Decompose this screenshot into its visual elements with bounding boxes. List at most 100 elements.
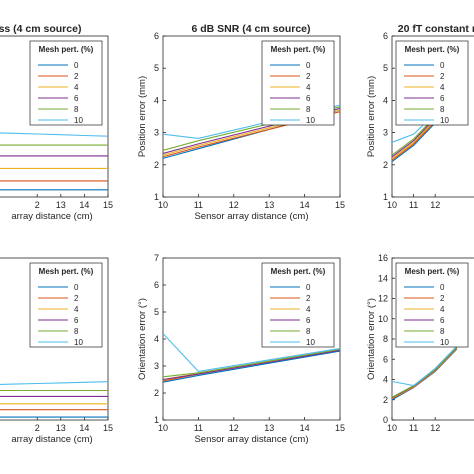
legend-entry: 4: [440, 83, 445, 92]
series-line-10: [0, 132, 108, 137]
legend-entry: 6: [440, 94, 445, 103]
x-tick-label: 12: [229, 423, 239, 433]
legend-entry: 4: [440, 305, 445, 314]
x-tick-label: 12: [229, 200, 239, 210]
x-tick-label: 13: [264, 423, 274, 433]
y-axis-label: Position error (mm): [137, 76, 148, 157]
series-line-10: [392, 345, 458, 387]
x-tick-label: 14: [300, 423, 310, 433]
x-tick-label: 11: [409, 423, 418, 433]
legend-title: Mesh pert. (%): [271, 267, 326, 276]
legend-entry: 0: [74, 283, 79, 292]
panel-1: ss (4 cm source) 2 13 14 15 array distance (c…: [0, 23, 113, 222]
legend-entry: 0: [440, 283, 445, 292]
x-tick-label: 14: [79, 200, 89, 210]
legend-entry: 4: [74, 83, 79, 92]
y-tick-label: 2: [383, 160, 388, 170]
panel-title: 6 dB SNR (4 cm source): [191, 23, 310, 35]
y-axis-label: Orientation error (°): [137, 298, 148, 380]
legend-entry: 0: [306, 283, 311, 292]
legend-entry: 6: [74, 94, 79, 103]
legend-entry: 2: [440, 294, 445, 303]
y-tick-label: 5: [154, 307, 159, 317]
legend-entry: 8: [440, 327, 445, 336]
x-tick-label: 12: [430, 423, 440, 433]
y-tick-label: 3: [154, 361, 159, 371]
legend-entry: 2: [440, 72, 445, 81]
legend-entry: 4: [306, 305, 311, 314]
x-tick-label: 12: [430, 200, 440, 210]
x-tick-label: 14: [79, 423, 89, 433]
y-tick-label: 6: [154, 31, 159, 41]
y-tick-label: 0: [383, 415, 388, 425]
y-tick-label: 1: [154, 192, 159, 202]
y-tick-label: 2: [154, 388, 159, 398]
x-tick-label: 15: [103, 423, 113, 433]
legend: Mesh pert. (%) 0 2 4 6 8 10: [29, 262, 103, 348]
legend-entry: 10: [74, 116, 83, 125]
x-tick-label: 15: [103, 200, 113, 210]
x-tick-label: 10: [387, 423, 397, 433]
y-tick-label: 12: [378, 294, 388, 304]
legend: Mesh pert. (%) 0 2 4 6 8 10: [261, 262, 335, 348]
y-tick-label: 4: [383, 375, 388, 385]
series-group: [163, 333, 340, 383]
legend-entry: 2: [306, 294, 311, 303]
series-line-0: [163, 350, 340, 383]
y-tick-label: 8: [383, 334, 388, 344]
series-line-6: [163, 349, 340, 381]
x-tick-label: 2: [35, 423, 40, 433]
y-axis-label: Position error (mm): [366, 76, 377, 157]
legend-entry: 10: [440, 116, 449, 125]
legend-entry: 8: [440, 105, 445, 114]
x-tick-label: 10: [158, 423, 168, 433]
legend-title: Mesh pert. (%): [39, 45, 94, 54]
legend-entry: 10: [306, 116, 315, 125]
panel-4: 2 13 14 15 array distance (cm) Mesh pert. (%)…: [0, 257, 113, 445]
legend-entry: 10: [440, 338, 449, 347]
panel-2: 6 dB SNR (4 cm source)10 11 12 13 14 15123456…: [137, 23, 345, 222]
legend-title: Mesh pert. (%): [405, 267, 460, 276]
y-tick-label: 3: [383, 128, 388, 138]
legend: Mesh pert. (%) 0 2 4 6 8 10: [395, 262, 469, 348]
x-tick-label: 13: [56, 200, 66, 210]
x-tick-label: 15: [335, 200, 345, 210]
y-tick-label: 5: [383, 63, 388, 73]
legend-title: Mesh pert. (%): [271, 45, 326, 54]
legend-entry: 0: [306, 61, 311, 70]
legend: Mesh pert. (%) 0 2 4 6 8 10: [395, 40, 469, 126]
x-tick-label: 11: [194, 423, 203, 433]
y-tick-label: 2: [383, 395, 388, 405]
x-tick-label: 13: [264, 200, 274, 210]
y-tick-label: 4: [154, 334, 159, 344]
legend-entry: 10: [74, 338, 83, 347]
y-tick-label: 4: [154, 95, 159, 105]
legend-entry: 6: [306, 316, 311, 325]
y-tick-label: 10: [378, 314, 388, 324]
series-line-8: [163, 348, 340, 378]
y-tick-label: 16: [378, 253, 388, 263]
legend-entry: 4: [306, 83, 311, 92]
x-axis-label: array distance (cm): [11, 434, 92, 445]
series-line-10: [0, 381, 108, 385]
x-tick-label: 15: [335, 423, 345, 433]
x-tick-label: 2: [35, 200, 40, 210]
legend-title: Mesh pert. (%): [39, 267, 94, 276]
y-tick-label: 3: [154, 128, 159, 138]
legend-entry: 4: [74, 305, 79, 314]
legend-entry: 8: [306, 327, 311, 336]
y-tick-label: 1: [154, 415, 159, 425]
legend-entry: 0: [74, 61, 79, 70]
legend-entry: 2: [306, 72, 311, 81]
x-axis-label: array distance (cm): [11, 211, 92, 222]
legend-entry: 8: [74, 105, 79, 114]
legend-title: Mesh pert. (%): [405, 45, 460, 54]
panel-6: 10 11 12 0 2 4 6 8 10 12 14 16 Orientation error (°)…: [366, 253, 474, 433]
x-tick-label: 14: [300, 200, 310, 210]
legend: Mesh pert. (%) 0 2 4 6 8 10: [29, 40, 103, 126]
series-group: [392, 345, 458, 401]
y-tick-label: 5: [154, 63, 159, 73]
y-axis-label: Orientation error (°): [366, 298, 377, 380]
panel-title: ss (4 cm source): [0, 23, 81, 35]
